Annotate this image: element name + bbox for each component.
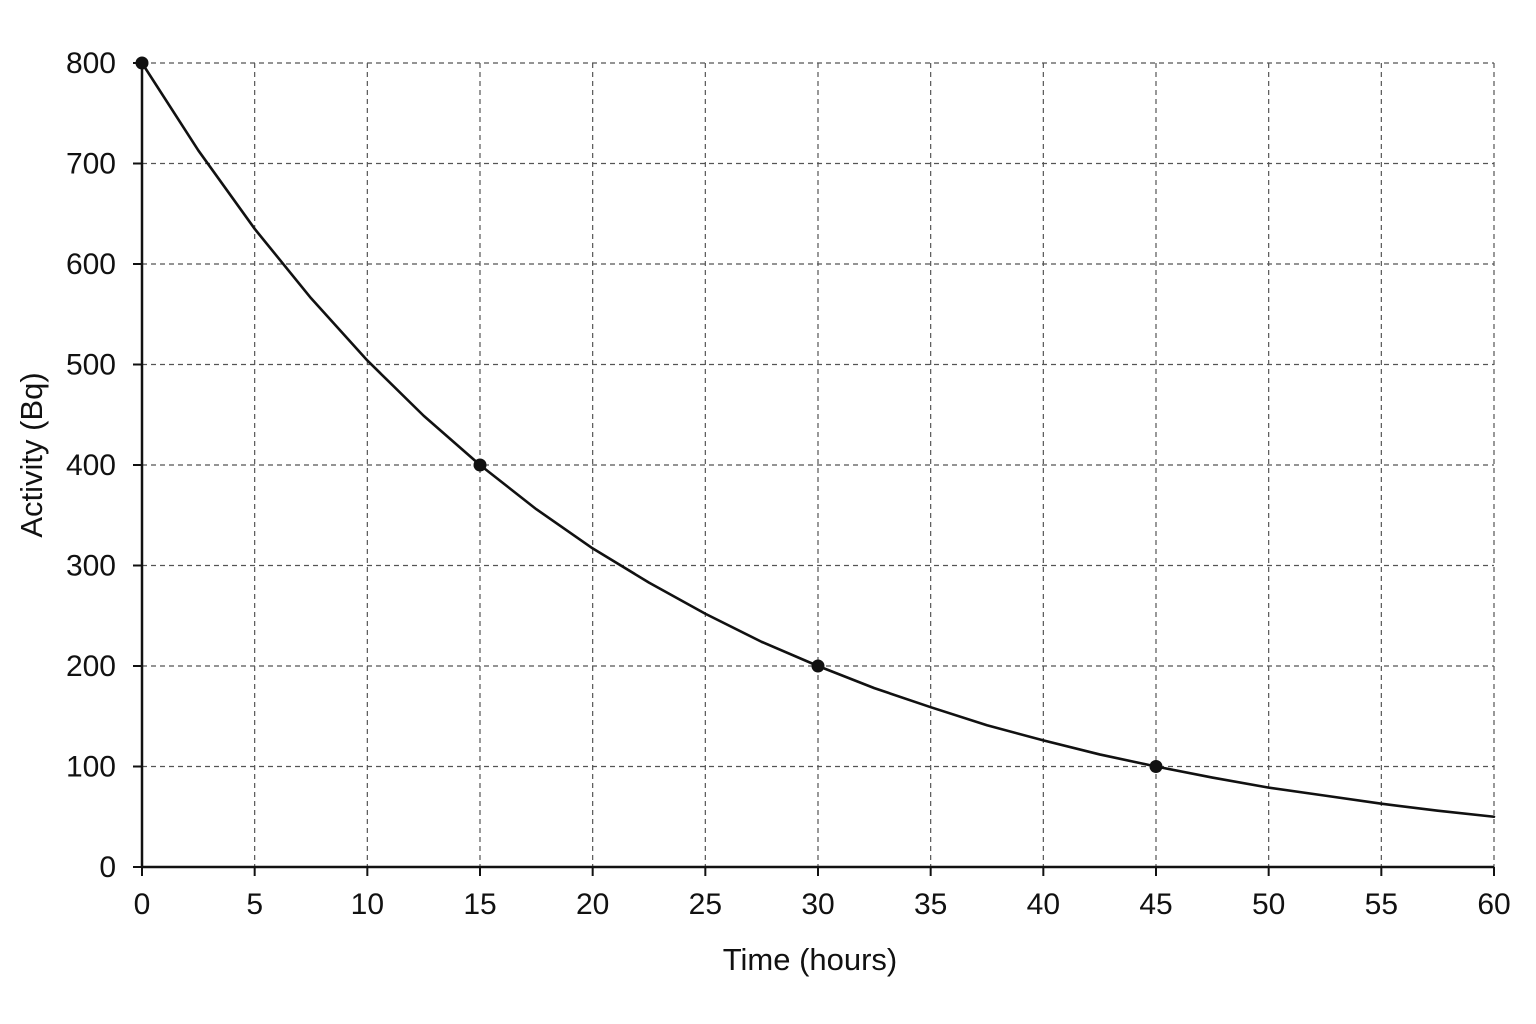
x-tick-label: 35 xyxy=(914,888,947,921)
x-axis-title: Time (hours) xyxy=(723,942,898,977)
data-point-marker xyxy=(473,458,487,472)
data-point-marker xyxy=(811,659,825,673)
y-axis-ticks: 0 100 200 300 400 500 600 700 800 xyxy=(66,47,142,884)
x-tick-label: 20 xyxy=(576,888,609,921)
y-tick-label: 100 xyxy=(66,751,116,784)
markers-group xyxy=(135,56,1163,773)
y-axis-title: Activity (Bq) xyxy=(14,372,49,537)
x-tick-label: 45 xyxy=(1139,888,1172,921)
x-tick-label: 30 xyxy=(801,888,834,921)
x-axis-ticks: 0 5 10 15 20 25 30 35 40 45 50 55 60 xyxy=(134,867,1511,921)
y-tick-label: 200 xyxy=(66,650,116,683)
x-tick-label: 50 xyxy=(1252,888,1285,921)
x-tick-label: 5 xyxy=(246,888,263,921)
y-tick-label: 400 xyxy=(66,449,116,482)
x-tick-label: 25 xyxy=(689,888,722,921)
y-tick-label: 500 xyxy=(66,349,116,382)
y-tick-label: 700 xyxy=(66,148,116,181)
x-tick-label: 40 xyxy=(1027,888,1060,921)
y-tick-label: 600 xyxy=(66,248,116,281)
x-tick-label: 10 xyxy=(351,888,384,921)
y-tick-label: 0 xyxy=(99,851,116,884)
x-tick-label: 55 xyxy=(1365,888,1398,921)
y-tick-label: 800 xyxy=(66,47,116,80)
x-tick-label: 0 xyxy=(134,888,151,921)
data-point-marker xyxy=(1149,760,1163,773)
y-tick-label: 300 xyxy=(66,550,116,583)
x-tick-label: 15 xyxy=(463,888,496,921)
x-tick-label: 60 xyxy=(1477,888,1510,921)
grid-lines xyxy=(142,62,1495,867)
data-point-marker xyxy=(135,56,149,70)
